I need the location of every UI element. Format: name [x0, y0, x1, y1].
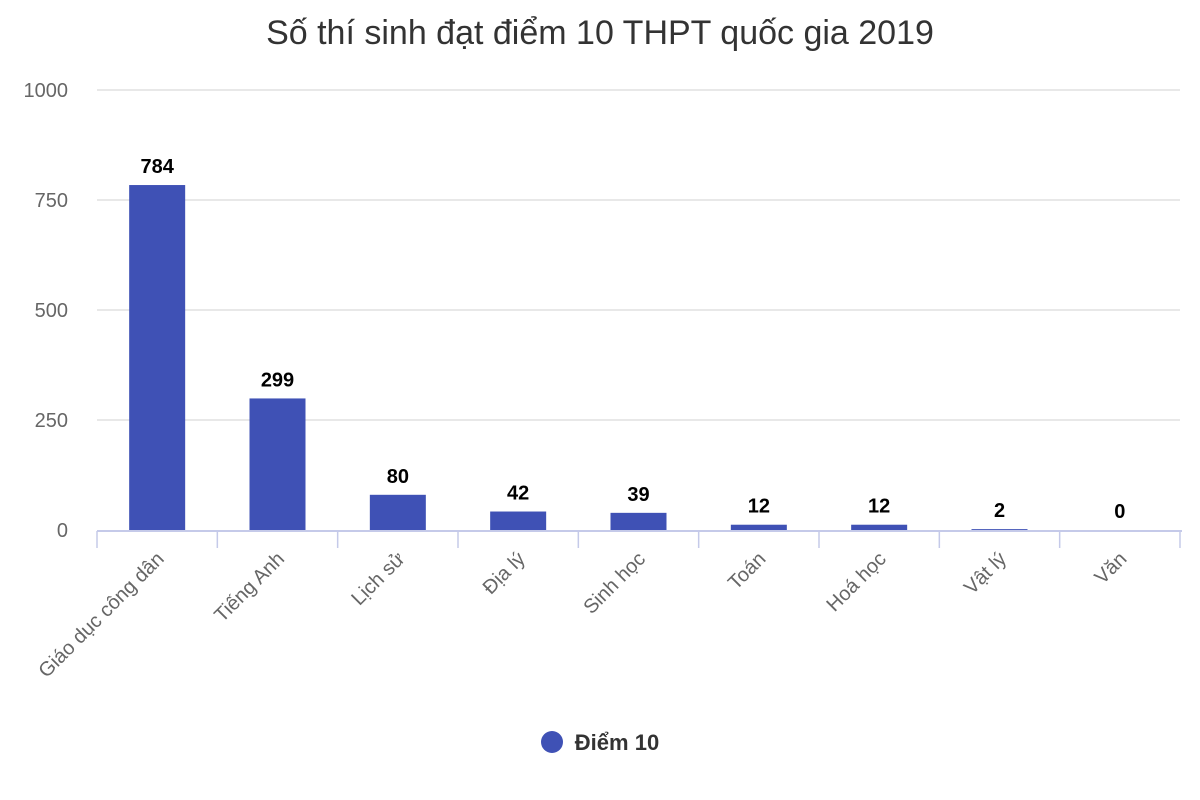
legend-label: Điểm 10 — [574, 730, 660, 755]
bar[interactable] — [851, 524, 908, 530]
legend[interactable]: Điểm 10 — [0, 730, 1200, 756]
x-category-label: Sinh học — [579, 548, 650, 619]
data-label: 2 — [994, 500, 1005, 522]
data-label: 12 — [868, 496, 890, 518]
data-label: 0 — [1114, 501, 1125, 523]
bar[interactable] — [730, 524, 787, 530]
bar[interactable] — [610, 512, 667, 530]
data-label: 12 — [748, 496, 770, 518]
bar[interactable] — [129, 185, 186, 531]
x-category-label: Hoá học — [822, 548, 890, 616]
data-label: 42 — [507, 483, 529, 505]
y-tick-label: 750 — [35, 190, 68, 212]
y-tick-label: 500 — [35, 300, 68, 322]
chart-title: Số thí sinh đạt điểm 10 THPT quốc gia 20… — [266, 14, 934, 52]
bar[interactable] — [249, 398, 306, 530]
data-label: 80 — [387, 466, 409, 488]
y-tick-label: 1000 — [24, 80, 69, 102]
x-category-label: Lịch sử — [347, 548, 409, 610]
bar[interactable] — [490, 511, 547, 530]
data-label: 784 — [140, 156, 174, 178]
y-tick-label: 0 — [57, 520, 68, 542]
data-label: 299 — [261, 369, 294, 391]
x-category-label: Tiếng Anh — [210, 548, 289, 627]
bar[interactable] — [971, 529, 1028, 530]
x-category-label: Vật lý — [960, 548, 1011, 599]
x-category-label: Địa lý — [479, 548, 530, 599]
data-label: 39 — [627, 484, 649, 506]
bar[interactable] — [369, 494, 426, 530]
y-tick-label: 250 — [35, 410, 68, 432]
x-category-label: Toán — [724, 548, 770, 594]
legend-marker — [540, 731, 563, 754]
x-category-label: Văn — [1091, 548, 1132, 589]
x-category-label: Giáo dục công dân — [34, 548, 168, 682]
